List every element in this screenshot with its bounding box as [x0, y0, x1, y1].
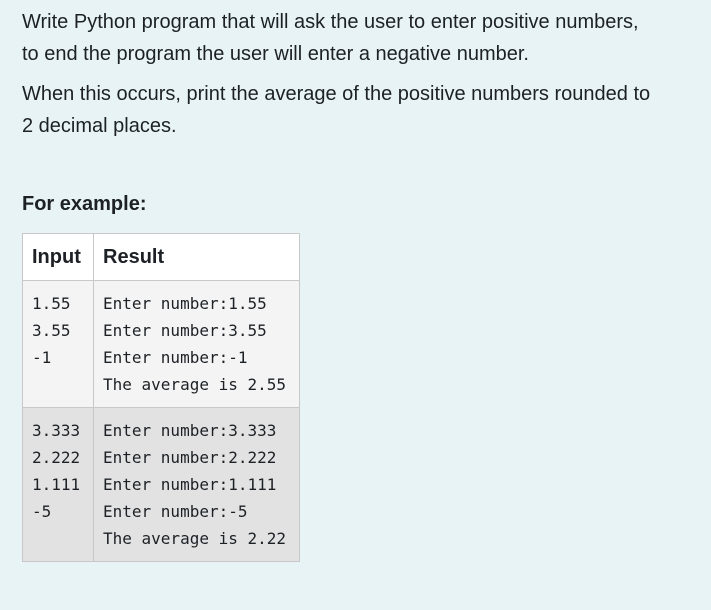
example-result-cell: Enter number:1.55 Enter number:3.55 Enter …: [93, 280, 300, 408]
result-line: Enter number:3.333: [103, 421, 277, 440]
input-line: -1: [32, 348, 52, 367]
example-input-cell: 3.333 2.222 1.111 -5: [22, 407, 94, 562]
table-row: 1.55 3.55 -1 Enter number:1.55 Enter number…: [22, 280, 300, 408]
examples-table: Input Result 1.55 3.55 -1 Enter number:1.5…: [22, 233, 300, 562]
example-input-cell: 1.55 3.55 -1: [22, 280, 94, 408]
result-line: Enter number:1.55: [103, 294, 267, 313]
question-text: Write Python program that will ask the u…: [22, 6, 692, 150]
input-line: 1.55: [32, 294, 71, 313]
input-line: 2.222: [32, 448, 81, 467]
result-line: Enter number:3.55: [103, 321, 267, 340]
table-row: 3.333 2.222 1.111 -5 Enter number:3.333 Ente…: [22, 407, 300, 562]
input-line: 1.111: [32, 475, 81, 494]
result-line: Enter number:1.111: [103, 475, 277, 494]
example-result-cell: Enter number:3.333 Enter number:2.222 Ente…: [93, 407, 300, 562]
input-line: 3.333: [32, 421, 81, 440]
input-line: -5: [32, 502, 52, 521]
result-line: Enter number:2.222: [103, 448, 277, 467]
column-header-input: Input: [22, 233, 94, 281]
question-paragraph: Write Python program that will ask the u…: [22, 11, 639, 65]
result-line: The average is 2.22: [103, 529, 287, 548]
input-line: 3.55: [32, 321, 71, 340]
column-header-result: Result: [93, 233, 300, 281]
example-heading: For example:: [22, 193, 147, 215]
result-line: Enter number:-1: [103, 348, 248, 367]
question-paragraph: When this occurs, print the average of t…: [22, 83, 651, 137]
result-line: The average is 2.55: [103, 375, 287, 394]
result-line: Enter number:-5: [103, 502, 248, 521]
table-header-row: Input Result: [22, 233, 300, 281]
